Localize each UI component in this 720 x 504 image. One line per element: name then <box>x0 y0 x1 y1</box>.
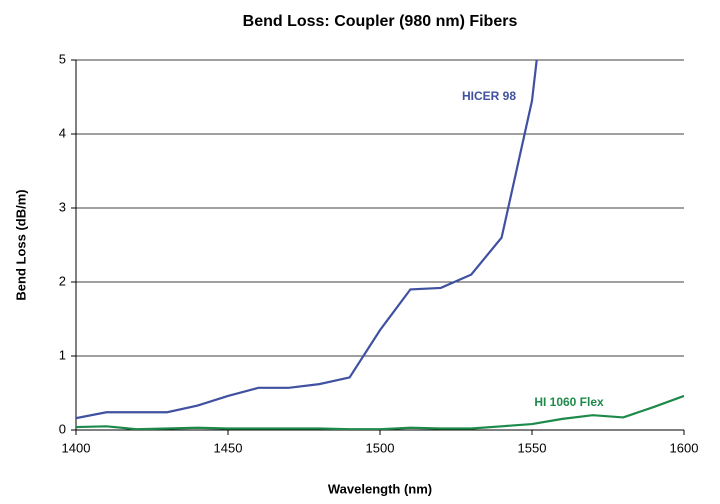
series-label: HI 1060 Flex <box>534 395 604 409</box>
x-tick-label: 1550 <box>518 440 547 455</box>
x-tick-label: 1450 <box>214 440 243 455</box>
series-label: HICER 98 <box>462 89 516 103</box>
x-tick-label: 1600 <box>670 440 699 455</box>
x-tick-label: 1400 <box>62 440 91 455</box>
chart-title: Bend Loss: Coupler (980 nm) Fibers <box>243 13 518 30</box>
series-line <box>76 60 538 420</box>
y-tick-label: 3 <box>59 199 66 214</box>
y-tick-label: 0 <box>59 421 66 436</box>
y-axis-label: Bend Loss (dB/m) <box>13 189 28 300</box>
x-tick-label: 1500 <box>366 440 395 455</box>
y-tick-label: 1 <box>59 347 66 362</box>
y-tick-label: 5 <box>59 51 66 66</box>
x-axis-label: Wavelength (nm) <box>328 481 432 496</box>
series-line <box>76 394 684 430</box>
y-tick-label: 2 <box>59 273 66 288</box>
y-tick-label: 4 <box>59 125 66 140</box>
